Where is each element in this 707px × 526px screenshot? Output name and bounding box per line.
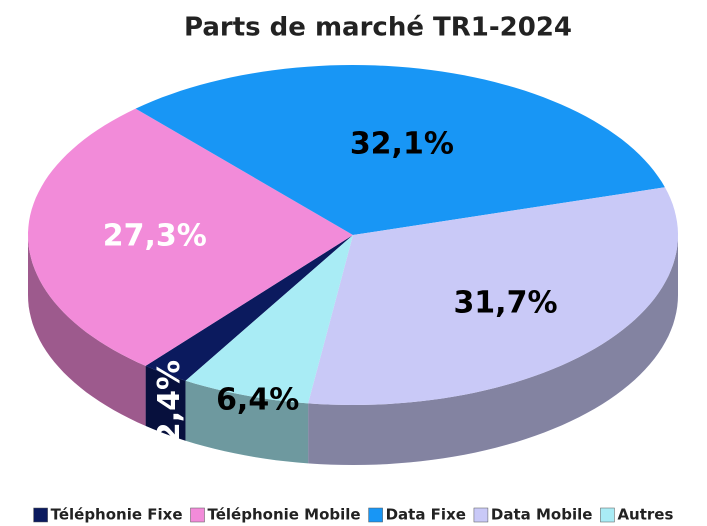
slice-side-shade (28, 235, 146, 426)
legend-swatch (33, 507, 48, 523)
data-label: 32,1% (350, 127, 454, 162)
slice-side (185, 380, 309, 464)
slice-side-shade (185, 380, 309, 464)
legend-swatch (600, 507, 615, 523)
legend-label: Data Fixe (386, 506, 466, 524)
slice-side (308, 235, 678, 465)
data-label: 31,7% (453, 285, 557, 320)
slice (308, 187, 678, 405)
legend: Téléphonie Fixe Téléphonie Mobile Data Fix… (33, 506, 673, 524)
slice (135, 65, 665, 235)
legend-label: Data Mobile (491, 506, 593, 524)
slice (145, 235, 353, 381)
slice-side (145, 365, 186, 441)
legend-swatch (368, 507, 383, 523)
legend-swatch (190, 507, 205, 523)
data-label: 2,4% (152, 360, 187, 443)
legend-label: Autres (617, 506, 673, 524)
legend-label: Téléphonie Mobile (208, 506, 361, 524)
slice (185, 235, 353, 404)
data-label: 6,4% (216, 383, 299, 418)
slice-side-shade (308, 235, 678, 465)
legend-swatch (473, 507, 489, 523)
slice-side (28, 235, 146, 426)
legend-label: Téléphonie Fixe (51, 506, 183, 524)
slice-side-shade (145, 365, 186, 441)
data-label: 27,3% (103, 219, 207, 254)
chart-title: Parts de marché TR1-2024 (184, 13, 572, 43)
slice (28, 108, 353, 366)
